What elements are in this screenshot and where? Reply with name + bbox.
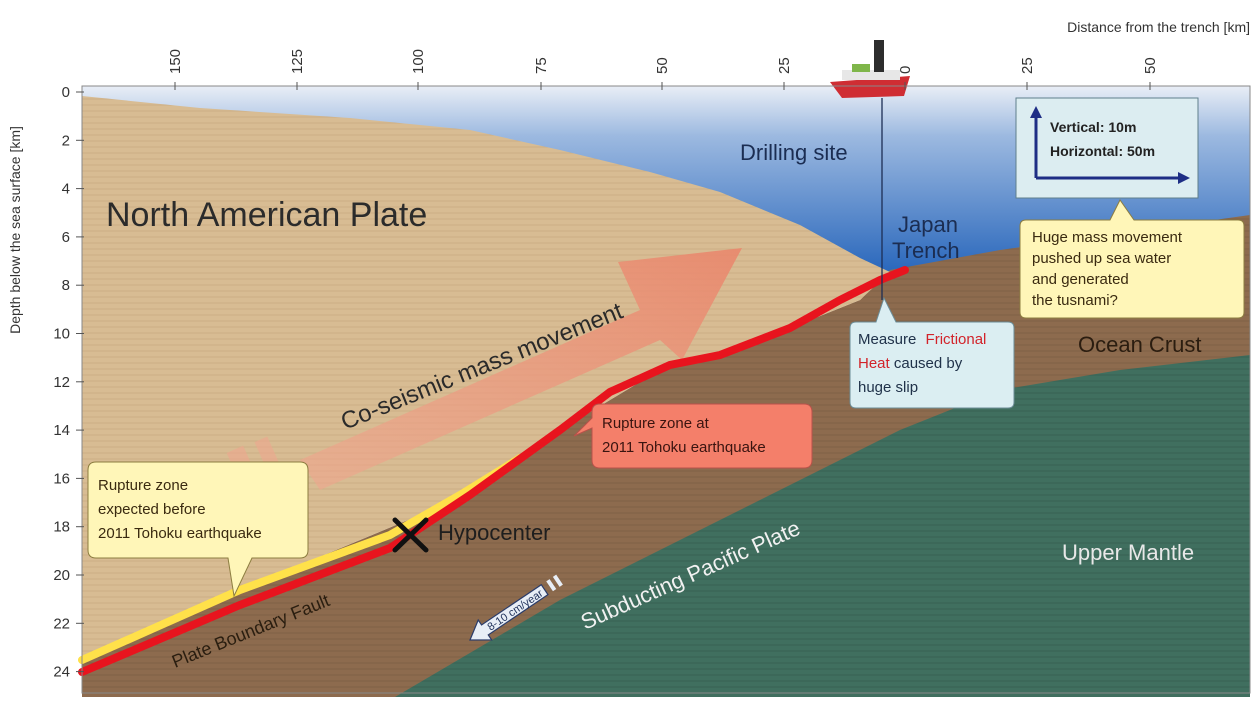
drilling-site-label: Drilling site	[740, 140, 848, 165]
top-tick-label: 50	[1142, 57, 1159, 74]
heat-word: Heat	[858, 355, 891, 372]
scale-vertical-label: Vertical: 10m	[1050, 119, 1136, 135]
upper-mantle-label: Upper Mantle	[1062, 540, 1194, 565]
left-tick-label: 6	[62, 229, 70, 246]
frictional-word: Frictional	[926, 331, 987, 348]
huge-mass-line-1: Huge mass movement	[1032, 229, 1183, 246]
callout-huge-mass: Huge mass movement pushed up sea water a…	[1019, 199, 1245, 319]
measure-word: Measure	[858, 331, 916, 348]
left-tick-label: 0	[62, 84, 70, 101]
left-tick-label: 8	[62, 277, 70, 294]
left-tick-label: 22	[53, 615, 70, 632]
japan-trench-label-1: Japan	[898, 212, 958, 237]
huge-mass-line-4: the tusnami?	[1032, 292, 1118, 309]
callout-measure-heat: Measure Frictional Heat caused by huge s…	[849, 296, 1015, 409]
callout-rupture-2011: Rupture zone at 2011 Tohoku earthquake	[573, 403, 813, 469]
left-tick-label: 12	[53, 374, 70, 391]
rupture-2011-line-2: 2011 Tohoku earthquake	[602, 439, 766, 456]
coseismic-arrow	[300, 248, 742, 490]
top-axis: Distance from the trench [km]	[1067, 19, 1250, 35]
left-tick-label: 10	[53, 326, 70, 343]
hypocenter-marker-icon	[392, 517, 429, 553]
top-axis-ticks: 150 125 100 75 50 25 0 25 50	[167, 49, 1159, 90]
scale-box: Vertical: 10m Horizontal: 50m	[1015, 97, 1199, 199]
left-axis-title: Depth below the sea surface [km]	[7, 126, 23, 334]
scale-horizontal-label: Horizontal: 50m	[1050, 143, 1155, 159]
left-tick-label: 20	[53, 567, 70, 584]
left-tick-label: 14	[53, 422, 70, 439]
subducting-plate-region	[395, 355, 1250, 697]
plot-frame	[81, 85, 1251, 694]
coseismic-arrow-dash-2	[254, 436, 280, 470]
caused-by-word: caused by	[890, 355, 963, 372]
left-tick-label: 18	[53, 519, 70, 536]
rupture-before-line-3: 2011 Tohoku earthquake	[98, 525, 262, 542]
north-american-plate-label: North American Plate	[106, 196, 427, 234]
left-tick-label: 16	[53, 470, 70, 487]
top-tick-label: 100	[410, 49, 427, 74]
huge-mass-line-3: and generated	[1032, 271, 1129, 288]
measure-line-1: Measure Frictional	[858, 331, 986, 348]
top-tick-label: 75	[533, 57, 550, 74]
top-tick-label: 50	[654, 57, 671, 74]
rupture-2011-line-1: Rupture zone at	[602, 415, 710, 432]
top-tick-label: 125	[289, 49, 306, 74]
plate-boundary-fault-line	[78, 266, 909, 676]
ocean-crust-label: Ocean Crust	[1078, 332, 1202, 357]
left-tick-label: 4	[62, 181, 70, 198]
rupture-before-line-2: expected before	[98, 501, 206, 518]
top-tick-label: 25	[1019, 57, 1036, 74]
left-tick-label: 2	[62, 132, 70, 149]
top-tick-label: 25	[776, 57, 793, 74]
rupture-before-line-1: Rupture zone	[98, 477, 188, 494]
left-tick-label: 24	[53, 664, 70, 681]
japan-trench-label-2: Trench	[892, 238, 960, 263]
measure-line-2: Heat caused by	[858, 355, 963, 372]
hypocenter-label: Hypocenter	[438, 520, 551, 545]
fault-yellow-line	[78, 454, 524, 664]
drilling-ship-icon	[830, 40, 910, 98]
top-tick-label: 150	[167, 49, 184, 74]
callout-rupture-before: Rupture zone expected before 2011 Tohoku…	[87, 461, 309, 598]
top-axis-title: Distance from the trench [km]	[1067, 19, 1250, 35]
top-tick-label: 0	[897, 66, 914, 74]
measure-line-3: huge slip	[858, 379, 918, 396]
huge-mass-line-2: pushed up sea water	[1032, 250, 1171, 267]
